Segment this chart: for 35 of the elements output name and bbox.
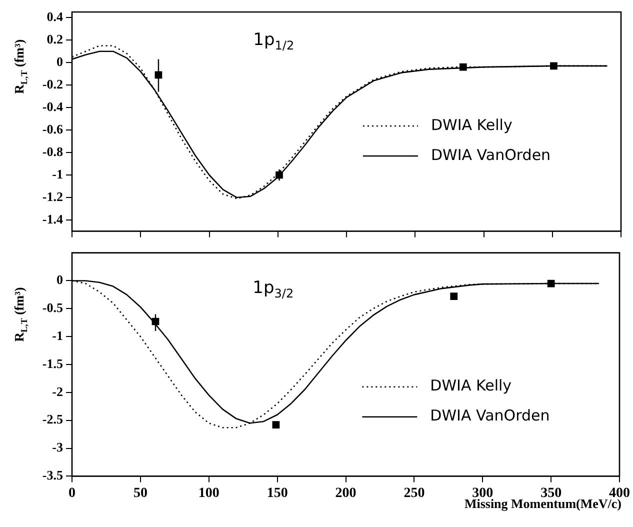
legend-label: DWIA Kelly bbox=[430, 376, 512, 395]
x-tick-label: 50 bbox=[133, 486, 148, 502]
point bbox=[450, 292, 458, 300]
y-tick-label: -0.8 bbox=[42, 144, 64, 159]
y-tick-label: -3 bbox=[52, 440, 64, 455]
legend-label: DWIA VanOrden bbox=[430, 406, 550, 425]
y-tick-label: 0 bbox=[56, 54, 63, 69]
y-tick-label: -0.6 bbox=[42, 121, 64, 136]
x-tick-label: 0 bbox=[68, 486, 76, 502]
y-tick-label: -0.2 bbox=[42, 76, 63, 92]
point bbox=[272, 421, 280, 428]
y-tick-label: -0.4 bbox=[42, 98, 64, 114]
y-tick-label: -1.5 bbox=[42, 356, 64, 371]
y-tick-label: -2.5 bbox=[42, 412, 64, 427]
x-tick-label: 200 bbox=[335, 486, 356, 502]
y-tick-label: -0.5 bbox=[42, 300, 64, 316]
y-tick-label: 0 bbox=[56, 272, 63, 288]
x-tick-label: 150 bbox=[266, 486, 288, 502]
x-tick-label: 100 bbox=[198, 486, 220, 502]
y-tick-label: -1 bbox=[52, 328, 63, 343]
y-tick-label: -2 bbox=[52, 384, 63, 399]
legend-label: DWIA Kelly bbox=[430, 116, 512, 134]
y-tick-label: 0.2 bbox=[46, 31, 63, 46]
y-tick-label: -1 bbox=[52, 166, 63, 182]
y-axis-title: RL,T (fm³) bbox=[11, 39, 29, 94]
legend-label: DWIA VanOrden bbox=[430, 146, 551, 164]
point bbox=[459, 63, 467, 71]
y-tick-label: -1.4 bbox=[42, 211, 64, 226]
y-axis-title: RL,T (fm³) bbox=[11, 287, 29, 342]
y-tick-label: -1.2 bbox=[42, 188, 63, 204]
point bbox=[547, 280, 555, 288]
y-tick-label: 0.4 bbox=[46, 8, 64, 24]
point bbox=[550, 62, 558, 70]
y-tick-label: -3.5 bbox=[42, 468, 64, 483]
x-tick-label: 250 bbox=[404, 486, 425, 502]
